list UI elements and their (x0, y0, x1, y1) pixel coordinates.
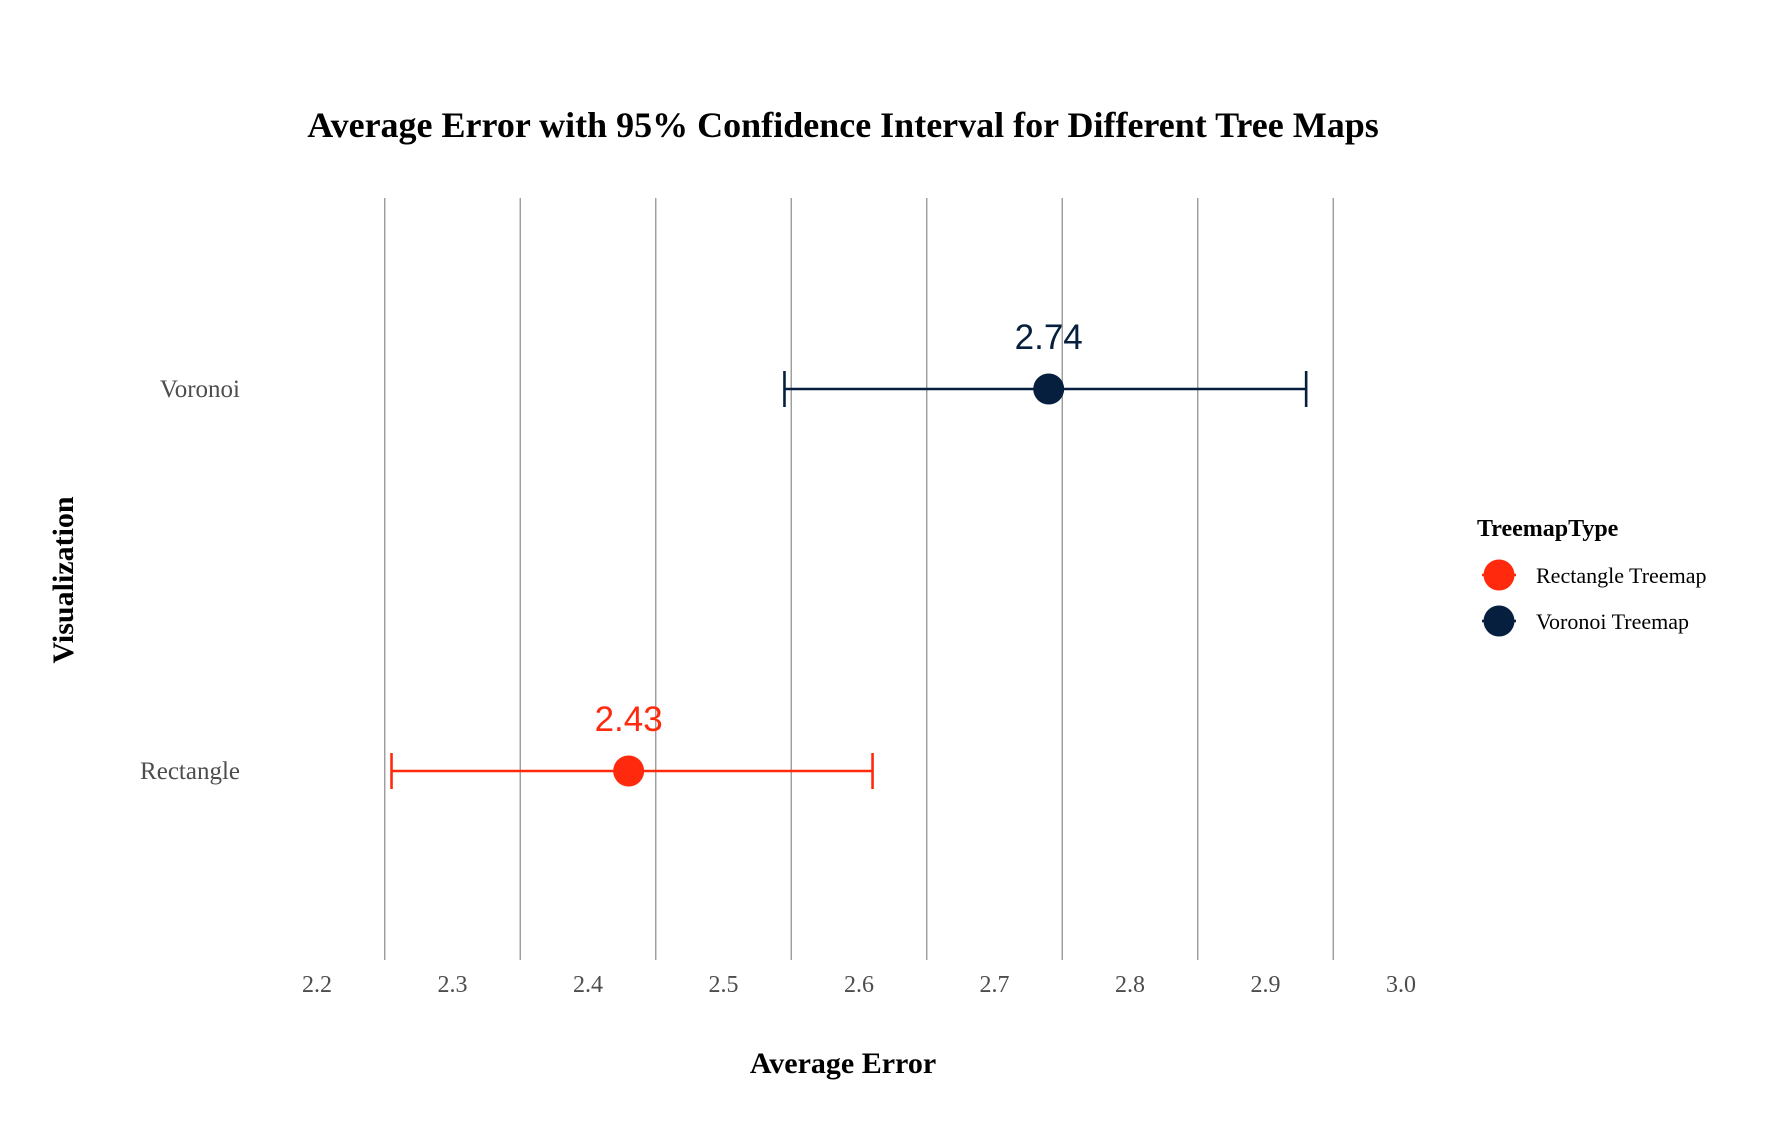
series-voronoi: 2.74 (783, 318, 1308, 407)
legend: Rectangle Treemap Voronoi Treemap (1482, 559, 1706, 637)
x-tick-label: 2.3 (438, 972, 468, 998)
x-tick-label: 2.9 (1251, 972, 1281, 998)
x-tick-label: 2.7 (980, 972, 1010, 998)
legend-entry: Rectangle Treemap (1482, 559, 1706, 591)
x-tick-label: 2.2 (302, 972, 332, 998)
x-tick-label: 2.4 (573, 972, 603, 998)
series-rectangle: 2.43 (390, 700, 874, 789)
x-tick-label: 2.8 (1115, 972, 1145, 998)
legend-label: Voronoi Treemap (1536, 609, 1689, 634)
y-axis-title: Visualization (47, 496, 80, 664)
legend-key-dot (1483, 559, 1515, 591)
value-label: 2.43 (595, 700, 663, 739)
y-category-label: Rectangle (140, 758, 240, 785)
series-layer: 2.43 2.74 (390, 318, 1308, 789)
y-category-label: Voronoi (160, 376, 240, 403)
y-axis-categories: Rectangle Voronoi (140, 376, 240, 785)
legend-key-dot (1483, 605, 1515, 637)
mean-point (613, 755, 645, 787)
x-axis-title: Average Error (750, 1047, 936, 1080)
chart-title: Average Error with 95% Confidence Interv… (307, 105, 1378, 145)
x-tick-label: 3.0 (1386, 972, 1416, 998)
x-axis-ticks: 2.2 2.3 2.4 2.5 2.6 2.7 2.8 2.9 3.0 (302, 972, 1416, 998)
legend-title: TreemapType (1477, 516, 1619, 542)
mean-point (1033, 373, 1065, 405)
gridlines (384, 198, 1334, 960)
x-tick-label: 2.5 (709, 972, 739, 998)
legend-entry: Voronoi Treemap (1482, 605, 1689, 637)
value-label: 2.74 (1015, 318, 1083, 357)
legend-label: Rectangle Treemap (1536, 563, 1706, 588)
x-tick-label: 2.6 (844, 972, 874, 998)
